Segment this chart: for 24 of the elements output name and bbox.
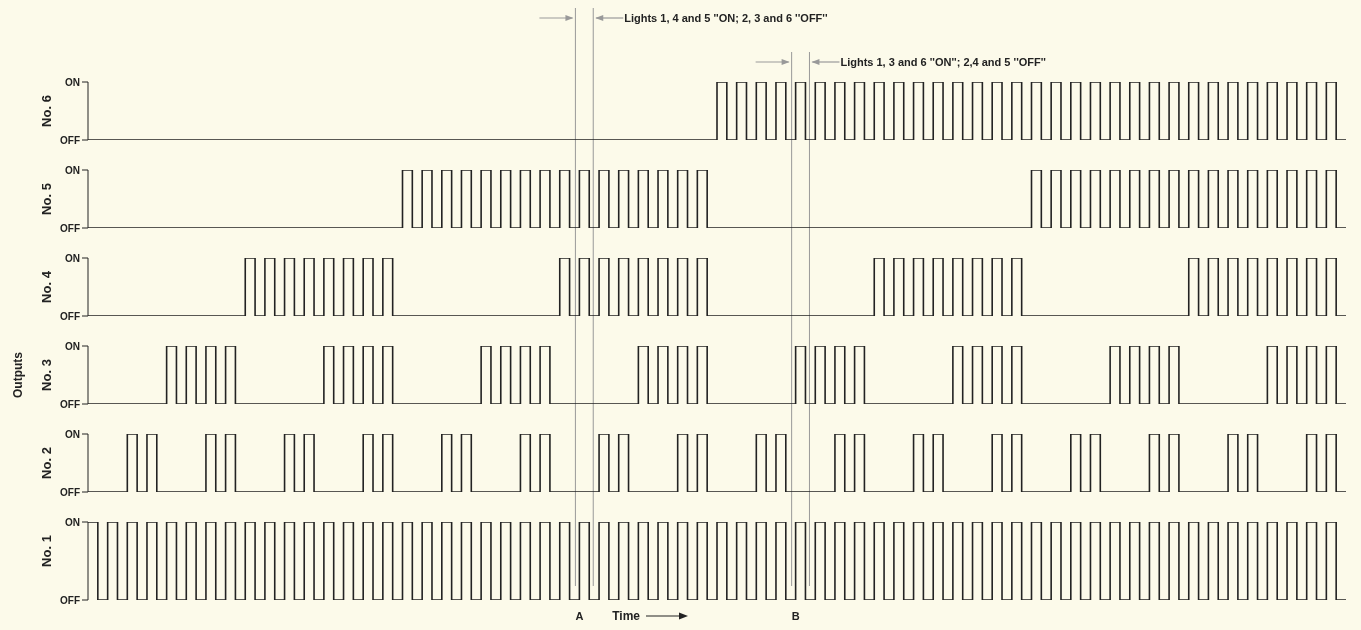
- text: ON: [65, 340, 80, 352]
- x-axis-title: Time: [612, 609, 641, 623]
- text: ON: [65, 516, 80, 528]
- y-axis-title: No. 5: [38, 183, 54, 215]
- text: OFF: [60, 134, 80, 146]
- text: ON: [65, 252, 80, 264]
- text: ON: [65, 428, 80, 440]
- y-axis-title: No. 2: [38, 447, 54, 479]
- x-tick-label: A: [575, 610, 584, 622]
- text: Outputs: [11, 352, 25, 398]
- text: OFF: [60, 222, 80, 234]
- text: OFF: [60, 486, 80, 498]
- text: Lights 1, 4 and 5 ''ON; 2, 3 and 6 ''OFF'': [624, 12, 828, 24]
- y-axis-title: No. 4: [38, 271, 54, 303]
- y-axis-title: No. 1: [38, 535, 54, 567]
- text: ON: [65, 76, 80, 88]
- y-axis-title: No. 3: [38, 359, 54, 391]
- text: OFF: [60, 398, 80, 410]
- text: OFF: [60, 594, 80, 606]
- y-axis-title: No. 6: [38, 95, 54, 127]
- x-tick-label: B: [791, 610, 800, 622]
- text: Lights 1, 3 and 6 ''ON''; 2,4 and 5 ''OFF'': [840, 56, 1047, 68]
- text: ON: [65, 164, 80, 176]
- text: OFF: [60, 310, 80, 322]
